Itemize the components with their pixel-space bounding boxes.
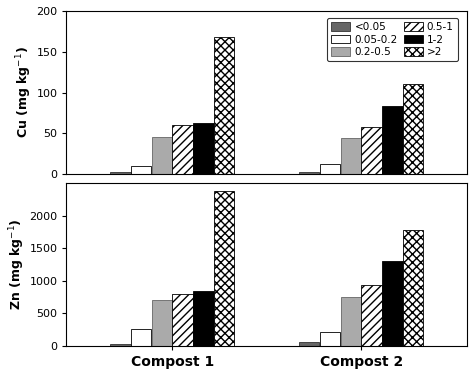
Bar: [320, 332, 340, 346]
Bar: [382, 261, 402, 346]
Bar: [299, 172, 319, 174]
Bar: [403, 230, 423, 346]
Bar: [403, 84, 423, 174]
Bar: [173, 294, 193, 346]
Bar: [110, 344, 130, 346]
Bar: [362, 285, 382, 346]
Bar: [382, 106, 402, 174]
Bar: [193, 123, 214, 174]
Bar: [173, 125, 193, 174]
Bar: [131, 329, 151, 346]
Bar: [110, 173, 130, 174]
Bar: [362, 127, 382, 174]
Bar: [341, 138, 361, 174]
Bar: [152, 137, 172, 174]
Y-axis label: Zn (mg kg$^{-1}$): Zn (mg kg$^{-1}$): [7, 218, 27, 310]
Bar: [152, 300, 172, 346]
Bar: [320, 164, 340, 174]
Legend: <0.05, 0.05-0.2, 0.2-0.5, 0.5-1, 1-2, >2: <0.05, 0.05-0.2, 0.2-0.5, 0.5-1, 1-2, >2: [328, 18, 458, 61]
Bar: [131, 166, 151, 174]
Y-axis label: Cu (mg kg$^{-1}$): Cu (mg kg$^{-1}$): [14, 47, 34, 138]
Bar: [193, 291, 214, 346]
Bar: [214, 37, 235, 174]
Bar: [299, 343, 319, 346]
Bar: [214, 191, 235, 346]
Bar: [341, 297, 361, 346]
